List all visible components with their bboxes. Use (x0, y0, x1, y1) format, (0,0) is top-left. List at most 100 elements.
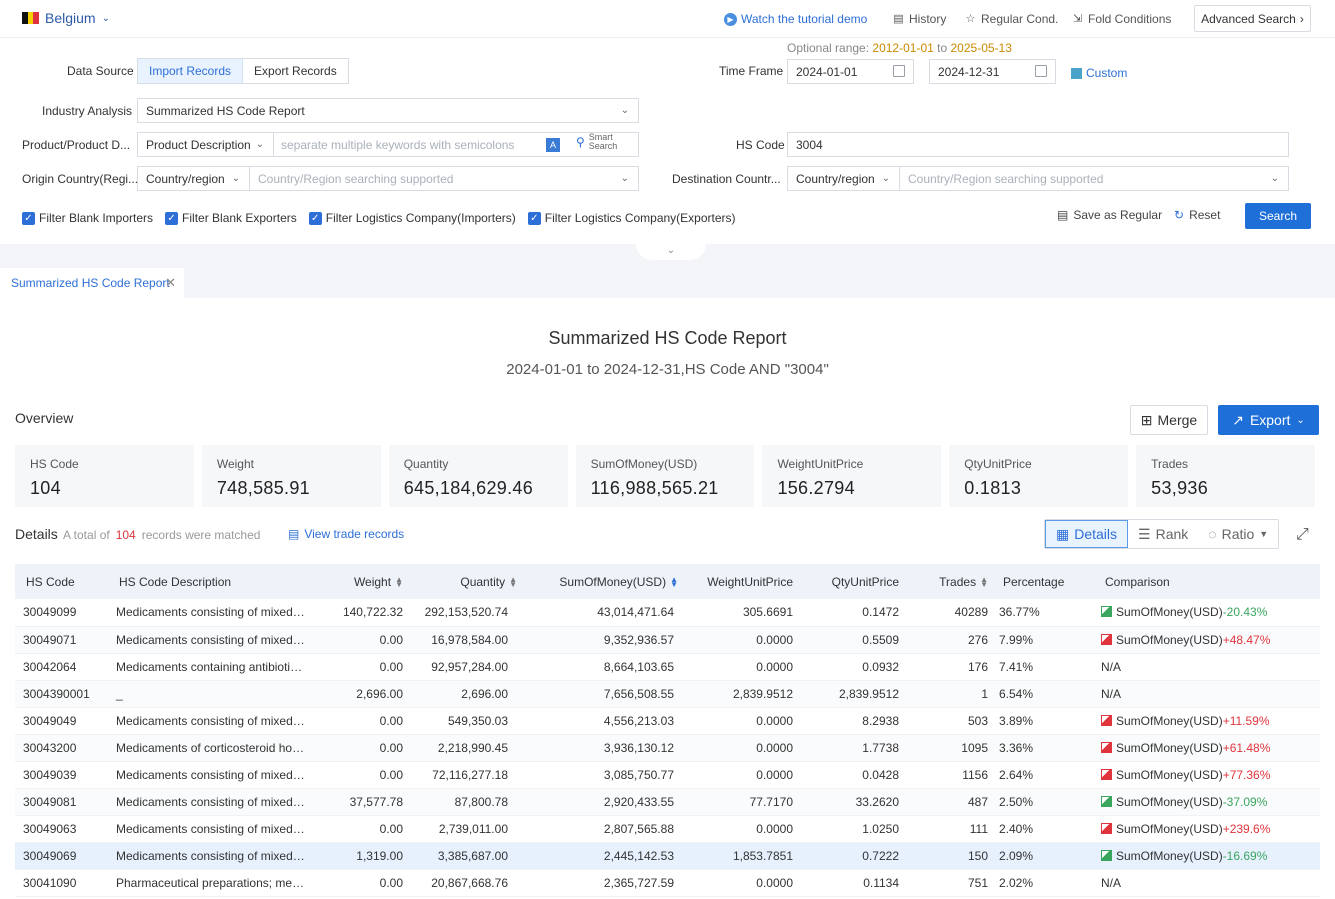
chevron-down-icon: ⌄ (255, 139, 264, 150)
destination-country-input[interactable]: Country/Region searching supported ⌄ (899, 166, 1289, 191)
import-records-tab[interactable]: Import Records (138, 59, 244, 83)
col-label: WeightUnitPrice (707, 574, 793, 589)
col-quantity[interactable]: Quantity ▲ ▼ (408, 564, 522, 599)
overview-stats: HS Code 104 Weight 748,585.91 Quantity 645,… (15, 445, 1316, 507)
filter-logistics-exporters[interactable]: ✓ Filter Logistics Company(Exporters) (527, 211, 736, 225)
col-qty-unit-price[interactable]: QtyUnitPrice (807, 564, 905, 599)
smart-search-button[interactable]: ⚲ Smart Search (576, 133, 617, 151)
comparison-metric: N/A (1101, 659, 1122, 674)
col-hs-code[interactable]: HS Code (15, 564, 108, 599)
view-trade-records-link[interactable]: ▤ View trade records (288, 527, 404, 541)
ratio-view-button[interactable]: ◌ Ratio ▼ (1198, 520, 1278, 548)
table-row[interactable]: 30042064 Medicaments containing antibioti… (15, 653, 1320, 681)
close-icon[interactable]: ✕ (165, 275, 176, 290)
trend-up-icon (1101, 768, 1112, 780)
col-sum-of-money[interactable]: SumOfMoney(USD) ▲ ▼ (522, 564, 683, 599)
export-button[interactable]: ↗ Export ⌄ (1218, 405, 1319, 435)
filter-blank-exporters[interactable]: ✓ Filter Blank Exporters (165, 211, 297, 225)
cell-weight: 1,319.00 (308, 842, 408, 870)
cell-sum-of-money: 3,936,130.12 (522, 734, 683, 762)
cell-weight: 0.00 (308, 815, 408, 843)
comparison-metric: SumOfMoney(USD) (1116, 713, 1223, 728)
chevron-down-icon: ⌄ (101, 12, 110, 24)
cell-sum-of-money: 2,365,727.59 (522, 869, 683, 897)
filter-blank-importers[interactable]: ✓ Filter Blank Importers (22, 211, 153, 225)
product-type-select[interactable]: Product Description ⌄ (137, 132, 274, 157)
cell-qty-unit-price: 0.1134 (807, 869, 905, 897)
col-label: QtyUnitPrice (831, 574, 899, 589)
overview-heading: Overview (15, 410, 74, 426)
cell-weight-unit-price: 0.0000 (683, 707, 807, 735)
collapse-form-toggle[interactable]: ⌄ (636, 244, 706, 260)
col-trades[interactable]: Trades ▲ ▼ (905, 564, 991, 599)
date-to-input[interactable]: 2024-12-31 (929, 59, 1056, 84)
comparison-metric: SumOfMoney(USD) (1116, 821, 1223, 836)
col-weight[interactable]: Weight ▲ ▼ (308, 564, 408, 599)
cell-qty-unit-price: 0.1472 (807, 599, 905, 627)
table-row[interactable]: 30049063 Medicaments consisting of mixed … (15, 815, 1320, 843)
table-row[interactable]: 30049099 Medicaments consisting of mixed … (15, 599, 1320, 627)
keyword-input[interactable]: separate multiple keywords with semicolo… (273, 132, 639, 157)
merge-button[interactable]: ⊞ Merge (1130, 405, 1208, 435)
cell-quantity: 72,116,277.18 (408, 761, 522, 789)
date-from-input[interactable]: 2024-01-01 (787, 59, 914, 84)
country-selector[interactable]: Belgium ⌄ (22, 10, 110, 26)
ratio-view-label: Ratio (1221, 526, 1255, 542)
destination-type-select[interactable]: Country/region ⌄ (787, 166, 900, 191)
custom-date-toggle[interactable]: Custom (1071, 66, 1127, 80)
hs-code-input[interactable]: 3004 (787, 132, 1289, 157)
cell-sum-of-money: 43,014,471.64 (522, 599, 683, 627)
table-row[interactable]: 3004390001 _ 2,696.00 2,696.00 7,656,508.55 2… (15, 680, 1320, 708)
stat-value: 116,988,565.21 (590, 478, 719, 498)
cell-trades: 111 (905, 815, 991, 843)
col-comparison[interactable]: Comparison (1095, 564, 1320, 599)
stat-qty-unit-price: QtyUnitPrice 0.1813 (949, 445, 1129, 507)
cell-quantity: 292,153,520.74 (408, 599, 522, 627)
search-button[interactable]: Search (1245, 203, 1311, 229)
rank-view-button[interactable]: ☰ Rank (1128, 520, 1198, 548)
stat-label: Quantity (403, 457, 449, 471)
cell-quantity: 549,350.03 (408, 707, 522, 735)
fold-conditions-link[interactable]: ⇲ Fold Conditions (1071, 12, 1172, 26)
col-weight-unit-price[interactable]: WeightUnitPrice (683, 564, 807, 599)
export-records-tab[interactable]: Export Records (254, 64, 337, 78)
table-row[interactable]: 30049039 Medicaments consisting of mixed … (15, 761, 1320, 789)
hs-code-value: 3004 (796, 137, 823, 152)
reset-label: Reset (1189, 208, 1221, 222)
tutorial-link[interactable]: ▶ Watch the tutorial demo (724, 12, 867, 26)
reset-button[interactable]: ↻ Reset (1174, 208, 1220, 222)
save-as-regular-button[interactable]: ▤ Save as Regular (1057, 208, 1162, 222)
rank-view-label: Rank (1155, 526, 1189, 542)
table-row[interactable]: 30049081 Medicaments consisting of mixed … (15, 788, 1320, 816)
cell-sum-of-money: 3,085,750.77 (522, 761, 683, 789)
table-row[interactable]: 30049049 Medicaments consisting of mixed … (15, 707, 1320, 735)
table-row[interactable]: 30043200 Medicaments of corticosteroid ho… (15, 734, 1320, 762)
table-header-row: HS Code HS Code Description Weight ▲ ▼ Qua… (15, 564, 1320, 599)
cell-percentage: 2.09% (991, 842, 1095, 870)
origin-country-input[interactable]: Country/Region searching supported ⌄ (249, 166, 639, 191)
industry-analysis-select[interactable]: Summarized HS Code Report ⌄ (137, 98, 639, 123)
details-view-button[interactable]: ▦ Details (1045, 520, 1129, 548)
table-row[interactable]: 30049069 Medicaments consisting of mixed … (15, 842, 1320, 870)
tab-summarized-report[interactable]: Summarized HS Code Report ✕ (0, 268, 184, 298)
history-link[interactable]: ▤ History (892, 12, 946, 26)
table-row[interactable]: 30041090 Pharmaceutical preparations; med… (15, 869, 1320, 897)
cell-qty-unit-price: 1.0250 (807, 815, 905, 843)
cell-quantity: 87,800.78 (408, 788, 522, 816)
fullscreen-icon[interactable]: ⤢ (1296, 526, 1309, 543)
col-percentage[interactable]: Percentage (991, 564, 1095, 599)
translate-icon[interactable]: A (546, 138, 560, 152)
cell-comparison: SumOfMoney(USD)-20.43% (1095, 599, 1320, 627)
advanced-search-button[interactable]: Advanced Search › (1194, 5, 1311, 32)
stat-value: 104 (30, 478, 61, 498)
origin-type-select[interactable]: Country/region ⌄ (137, 166, 250, 191)
col-label: Trades (939, 574, 977, 589)
regular-cond-link[interactable]: ☆ Regular Cond. (964, 12, 1059, 26)
custom-label: Custom (1086, 66, 1128, 80)
cell-weight: 0.00 (308, 869, 408, 897)
comparison-metric: SumOfMoney(USD) (1116, 740, 1223, 755)
table-row[interactable]: 30049071 Medicaments consisting of mixed … (15, 626, 1320, 654)
col-description[interactable]: HS Code Description (108, 564, 308, 599)
filter-logistics-importers[interactable]: ✓ Filter Logistics Company(Importers) (308, 211, 516, 225)
col-label: Weight (353, 574, 392, 589)
